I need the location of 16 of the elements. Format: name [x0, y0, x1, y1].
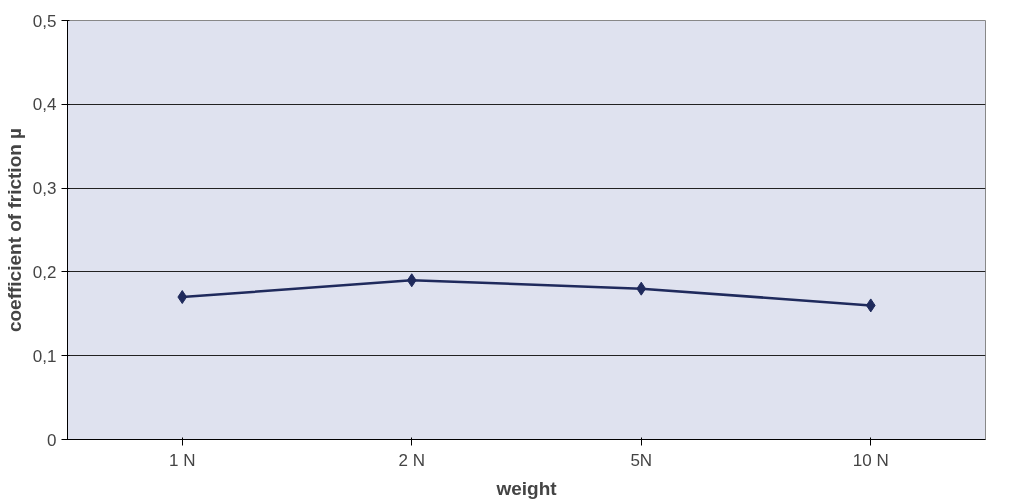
- y-axis-title: coefficient of friction µ: [3, 127, 25, 333]
- x-axis-title: weight: [495, 477, 558, 499]
- x-tick-label: 5N: [630, 450, 653, 470]
- point: [406, 273, 417, 288]
- y-tick-label: 0,4: [32, 95, 57, 115]
- y-tick-label: 0,1: [32, 346, 57, 366]
- x-tick-label: 10 N: [852, 450, 889, 470]
- point: [636, 281, 647, 296]
- y-tick-label: 0,2: [32, 262, 57, 282]
- point: [177, 290, 188, 305]
- y-tick-label: 0,5: [32, 11, 57, 31]
- y-tick-label: 0: [47, 430, 57, 450]
- x-tick-label: 2 N: [398, 450, 425, 470]
- y-tick-label: 0,3: [32, 179, 57, 199]
- point: [865, 298, 876, 313]
- x-tick-label: 1 N: [169, 450, 196, 470]
